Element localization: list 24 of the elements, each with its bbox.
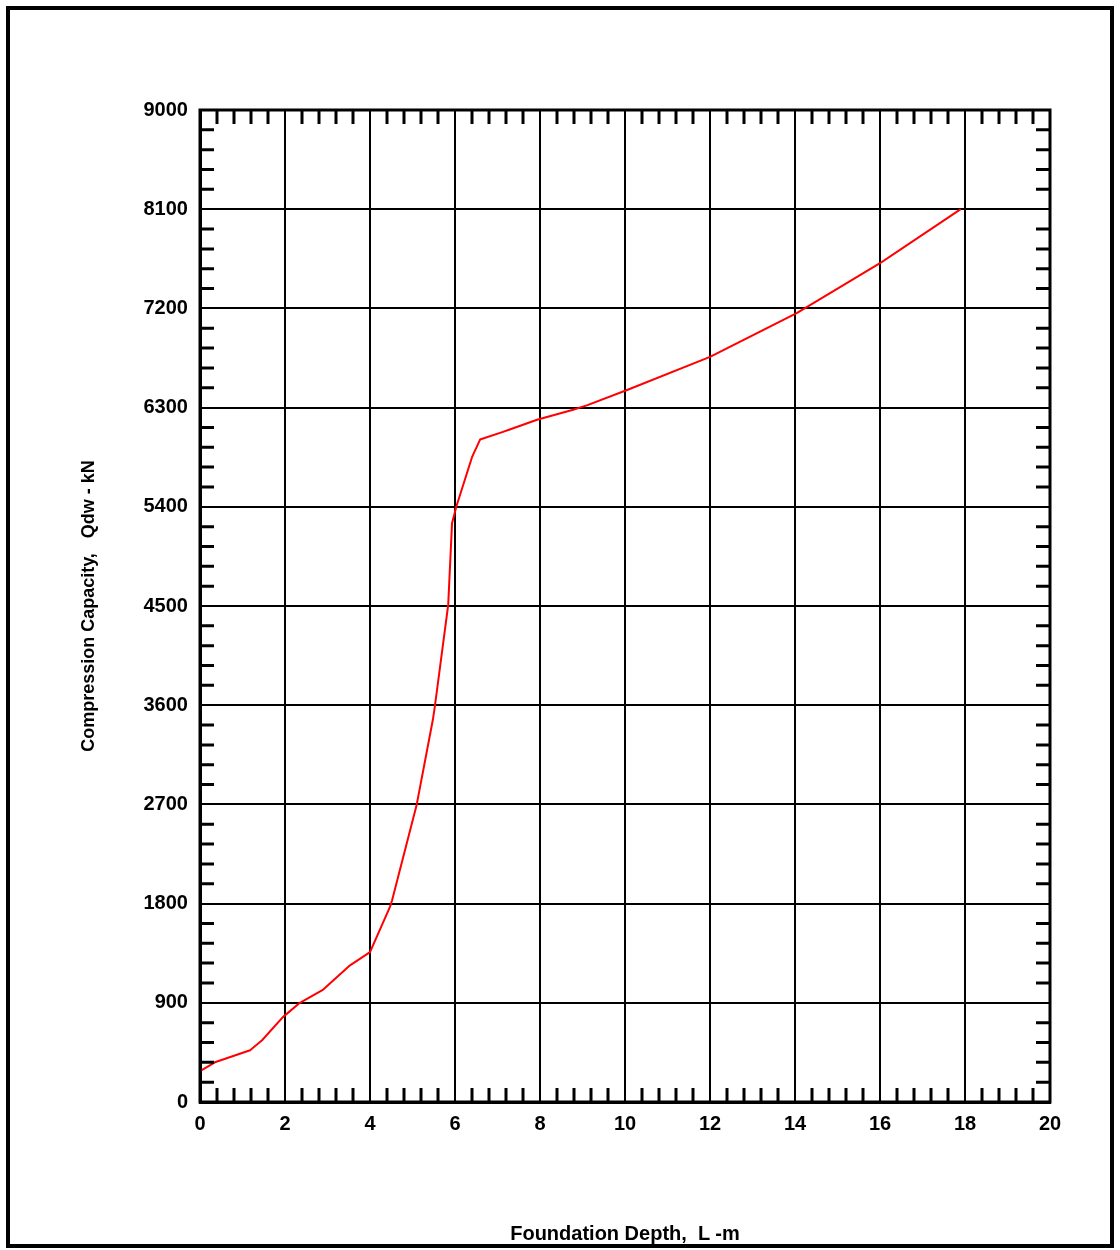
y-tick-label: 2700 [143, 791, 188, 814]
x-tick-label: 18 [953, 1111, 977, 1134]
x-tick-label: 16 [868, 1111, 892, 1134]
x-tick-label: 14 [783, 1111, 807, 1134]
x-tick-label: 0 [194, 1111, 206, 1134]
x-tick-label: 10 [613, 1111, 637, 1134]
y-tick-label: 4500 [143, 593, 188, 616]
y-tick-label: 7200 [143, 295, 188, 318]
y-tick-label: 6300 [143, 395, 188, 418]
y-axis-title: Compression Capacity, Qdw - kN [77, 460, 98, 752]
x-tick-label: 20 [1038, 1111, 1062, 1134]
y-tick-label: 900 [154, 990, 188, 1013]
y-tick-label: 8100 [143, 196, 188, 219]
y-tick-label: 5400 [143, 494, 188, 517]
x-axis-title: Foundation Depth, L -m [510, 1221, 740, 1244]
x-tick-label: 8 [534, 1111, 546, 1134]
x-tick-label: 2 [279, 1111, 291, 1134]
y-tick-label: 1800 [143, 891, 188, 914]
x-tick-label: 4 [364, 1111, 377, 1134]
y-tick-label: 9000 [143, 97, 188, 120]
x-tick-label: 6 [449, 1111, 461, 1134]
y-tick-label: 3600 [143, 692, 188, 715]
y-tick-label: 0 [176, 1089, 188, 1112]
x-tick-label: 12 [698, 1111, 722, 1134]
